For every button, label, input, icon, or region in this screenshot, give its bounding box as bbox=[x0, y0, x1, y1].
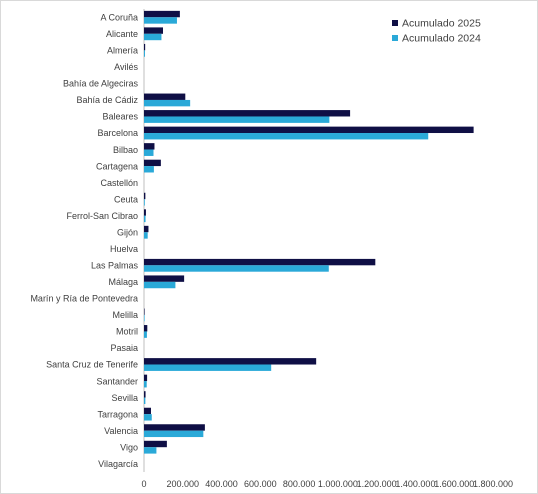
bar-acumulado-2025 bbox=[144, 358, 317, 365]
x-tick-label: 1.600.000 bbox=[434, 479, 474, 489]
bar-acumulado-2024 bbox=[144, 314, 145, 322]
category-label: Bahía de Cádiz bbox=[76, 95, 138, 105]
x-tick-label: 400.000 bbox=[205, 479, 238, 489]
category-label: Sevilla bbox=[111, 393, 138, 403]
bar-acumulado-2025 bbox=[144, 325, 148, 332]
x-tick-label: 0 bbox=[141, 479, 146, 489]
category-label: Ceuta bbox=[114, 194, 138, 204]
category-label: Melilla bbox=[112, 310, 138, 320]
bar-acumulado-2024 bbox=[144, 166, 154, 173]
bar-acumulado-2024 bbox=[144, 281, 176, 289]
bar-acumulado-2025 bbox=[144, 225, 149, 233]
bar-acumulado-2025 bbox=[144, 10, 180, 18]
category-label: Gijón bbox=[117, 227, 138, 237]
bar-acumulado-2024 bbox=[144, 364, 272, 371]
x-tick-label: 800.000 bbox=[283, 479, 316, 489]
bar-acumulado-2025 bbox=[144, 192, 146, 200]
bar-acumulado-2025 bbox=[144, 27, 163, 34]
bar-acumulado-2025 bbox=[144, 308, 145, 315]
category-label: Bahía de Algeciras bbox=[63, 79, 139, 89]
bar-acumulado-2025 bbox=[144, 110, 351, 117]
category-label: Castellón bbox=[100, 178, 138, 188]
bar-acumulado-2025 bbox=[144, 258, 376, 266]
legend-swatch bbox=[392, 20, 398, 26]
bar-acumulado-2024 bbox=[144, 331, 147, 338]
legend-swatch bbox=[392, 35, 398, 41]
category-label: Las Palmas bbox=[91, 261, 139, 271]
bar-acumulado-2025 bbox=[144, 93, 186, 100]
category-label: Cartagena bbox=[96, 161, 138, 171]
bar-acumulado-2025 bbox=[144, 407, 151, 415]
bar-acumulado-2024 bbox=[144, 50, 145, 57]
bar-acumulado-2024 bbox=[144, 397, 146, 404]
x-tick-label: 600.000 bbox=[244, 479, 277, 489]
bar-acumulado-2024 bbox=[144, 447, 157, 454]
category-label: Barcelona bbox=[97, 128, 138, 138]
bar-acumulado-2024 bbox=[144, 265, 329, 272]
bar-acumulado-2024 bbox=[144, 99, 191, 107]
legend-label: Acumulado 2024 bbox=[402, 33, 481, 45]
x-tick-label: 1.000.000 bbox=[318, 479, 358, 489]
x-tick-label: 200.000 bbox=[167, 479, 200, 489]
category-label: Santa Cruz de Tenerife bbox=[46, 360, 138, 370]
bar-acumulado-2024 bbox=[144, 215, 146, 223]
category-label: Marín y Ría de Pontevedra bbox=[30, 294, 138, 304]
bar-acumulado-2025 bbox=[144, 374, 148, 382]
bar-acumulado-2025 bbox=[144, 391, 146, 398]
bar-acumulado-2024 bbox=[144, 133, 429, 140]
bar-acumulado-2025 bbox=[144, 43, 146, 51]
bar-acumulado-2024 bbox=[144, 149, 154, 156]
category-label: Tarragona bbox=[97, 409, 138, 419]
category-label: Pasaia bbox=[110, 343, 138, 353]
category-label: Santander bbox=[96, 376, 138, 386]
category-label: Avilés bbox=[114, 62, 138, 72]
bar-acumulado-2025 bbox=[144, 440, 167, 448]
category-label: Vigo bbox=[120, 442, 138, 452]
category-label: Huelva bbox=[110, 244, 138, 254]
bar-acumulado-2024 bbox=[144, 33, 162, 41]
bar-acumulado-2024 bbox=[144, 199, 145, 206]
x-tick-label: 1.800.000 bbox=[473, 479, 513, 489]
category-label: Motril bbox=[116, 327, 138, 337]
bar-acumulado-2024 bbox=[144, 232, 148, 239]
x-tick-label: 1.400.000 bbox=[395, 479, 435, 489]
category-label: Almería bbox=[107, 46, 138, 56]
bar-acumulado-2024 bbox=[144, 17, 177, 24]
category-label: Baleares bbox=[102, 112, 138, 122]
bar-acumulado-2024 bbox=[144, 381, 147, 388]
bar-acumulado-2025 bbox=[144, 424, 205, 431]
category-label: Ferrol-San Cibrao bbox=[66, 211, 138, 221]
bar-acumulado-2024 bbox=[144, 116, 330, 123]
category-label: Bilbao bbox=[113, 145, 138, 155]
x-tick-label: 1.200.000 bbox=[357, 479, 397, 489]
category-label: Alicante bbox=[106, 29, 138, 39]
bar-acumulado-2025 bbox=[144, 159, 161, 167]
bar-acumulado-2024 bbox=[144, 414, 152, 421]
legend-label: Acumulado 2025 bbox=[402, 18, 481, 30]
category-label: A Coruña bbox=[100, 12, 138, 22]
category-label: Málaga bbox=[108, 277, 138, 287]
bar-acumulado-2025 bbox=[144, 126, 474, 134]
category-label: Valencia bbox=[104, 426, 138, 436]
bar-acumulado-2025 bbox=[144, 143, 155, 150]
bar-acumulado-2024 bbox=[144, 430, 204, 438]
bar-acumulado-2025 bbox=[144, 275, 185, 282]
category-label: Vilagarcía bbox=[98, 459, 138, 469]
bar-acumulado-2025 bbox=[144, 209, 146, 216]
